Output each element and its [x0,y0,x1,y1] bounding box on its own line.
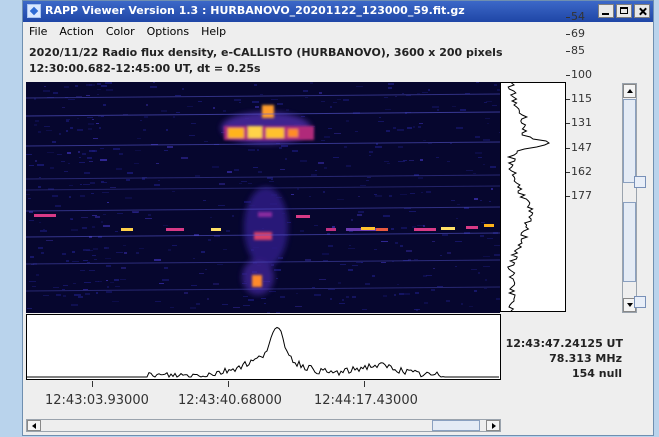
freq-tick-147: 147 [566,141,592,154]
menu-options[interactable]: Options [146,25,190,38]
freq-tick-85: 85 [566,44,585,57]
time-tick-mark-1 [92,381,93,387]
menu-help[interactable]: Help [201,25,227,38]
horizontal-scrollbar[interactable] [26,419,501,432]
spectrogram-image [26,82,500,313]
chevron-up-icon [627,89,633,93]
cursor-value-readout: 154 null [572,367,622,380]
upper-range-slider[interactable] [634,176,646,188]
spectrogram[interactable] [26,82,500,313]
time-tick-mark-2 [228,381,229,387]
app-window: RAPP Viewer Version 1.3 : HURBANOVO_2020… [22,0,654,436]
freq-tick-100: 100 [566,68,592,81]
vertical-scrollbar[interactable] [622,83,637,313]
header-time-range: 12:30:00.682-12:45:00 UT, dt = 0.25s [29,62,261,75]
freq-tick-162: 162 [566,165,592,178]
lower-range-slider[interactable] [634,296,646,308]
menu-bar: File Action Color Options Help [23,23,653,41]
header-description: 2020/11/22 Radio flux density, e-CALLIST… [29,46,503,59]
time-tick-2: 12:43:40.68000 [178,393,282,408]
time-tick-1: 12:43:03.93000 [45,393,149,408]
freq-tick-115: 115 [566,92,592,105]
scroll-right-button[interactable] [486,420,500,431]
time-profile-plot [26,314,501,380]
menu-color[interactable]: Color [105,25,135,38]
time-tick-mark-3 [364,381,365,387]
time-tick-3: 12:44:17.43000 [314,393,418,408]
scroll-left-button[interactable] [27,420,41,431]
close-button[interactable] [634,4,650,18]
maximize-button[interactable] [616,4,632,18]
freq-tick-69: 69 [566,27,585,40]
menu-action[interactable]: Action [59,25,94,38]
horizontal-scroll-thumb[interactable] [432,420,480,431]
app-icon[interactable] [27,4,41,18]
frequency-profile-curve [506,82,551,312]
menu-file[interactable]: File [29,25,48,38]
chevron-right-icon [492,423,496,429]
time-profile-curve [27,326,499,378]
scroll-thumb-lower[interactable] [623,202,636,282]
scroll-thumb-upper[interactable] [623,99,636,183]
chevron-down-icon [627,303,633,307]
scroll-up-button[interactable] [623,84,636,98]
cursor-time-readout: 12:43:47.24125 UT [505,337,623,350]
window-controls [598,4,650,18]
title-bar: RAPP Viewer Version 1.3 : HURBANOVO_2020… [23,1,653,22]
minimize-button[interactable] [598,4,614,18]
freq-tick-177: 177 [566,189,592,202]
chevron-left-icon [32,423,36,429]
frequency-profile-plot [500,82,566,312]
window-title: RAPP Viewer Version 1.3 : HURBANOVO_2020… [45,4,465,17]
freq-tick-131: 131 [566,116,592,129]
freq-tick-54: 54 [566,10,585,23]
cursor-frequency-readout: 78.313 MHz [549,352,622,365]
